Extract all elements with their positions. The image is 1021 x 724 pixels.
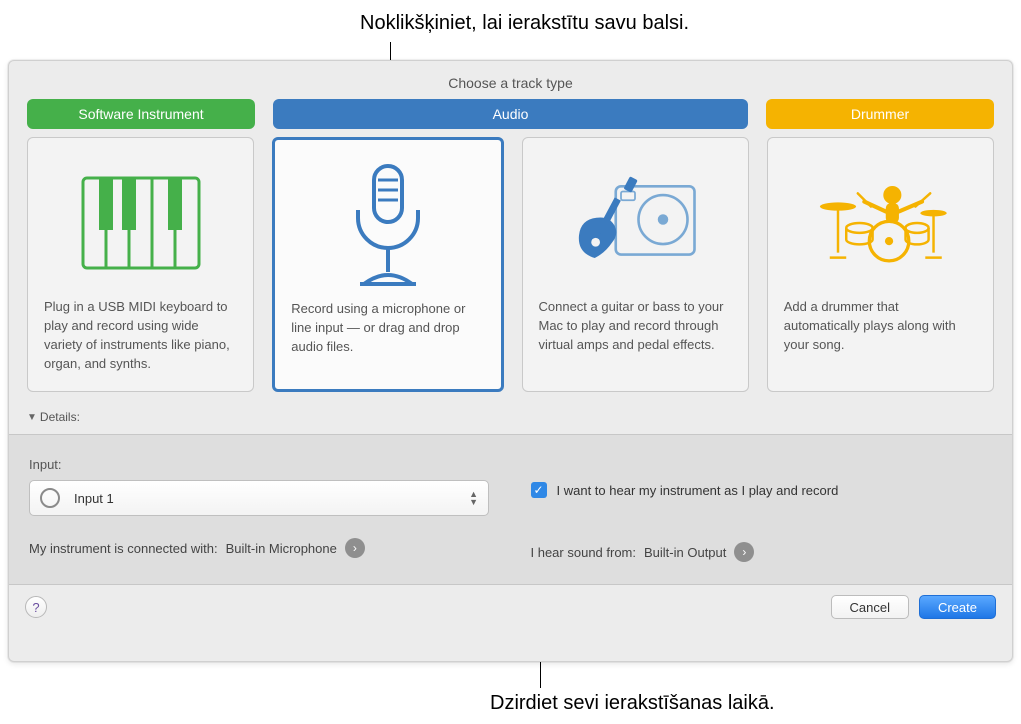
input-label: Input: xyxy=(29,457,491,472)
tab-drummer[interactable]: Drummer xyxy=(766,99,994,129)
monitor-column: ✓ I want to hear my instrument as I play… xyxy=(531,457,993,562)
monitor-checkbox[interactable]: ✓ xyxy=(531,482,547,498)
details-body: Input: Input 1 ▲▼ My instrument is conne… xyxy=(9,434,1012,585)
card-audio-microphone[interactable]: Record using a microphone or line input … xyxy=(272,137,503,392)
output-row: I hear sound from: Built-in Output › xyxy=(531,542,993,562)
create-button[interactable]: Create xyxy=(919,595,996,619)
drummer-icon xyxy=(810,158,950,288)
instrument-connection-row: My instrument is connected with: Built-i… xyxy=(29,538,491,558)
select-arrows-icon: ▲▼ xyxy=(469,490,478,506)
panel-title: Choose a track type xyxy=(9,61,1012,99)
connection-settings-button[interactable]: › xyxy=(345,538,365,558)
cancel-button[interactable]: Cancel xyxy=(831,595,909,619)
card-software-desc: Plug in a USB MIDI keyboard to play and … xyxy=(44,298,237,373)
disclosure-triangle-icon: ▼ xyxy=(27,412,37,423)
output-settings-button[interactable]: › xyxy=(734,542,754,562)
dialog-footer: ? Cancel Create xyxy=(9,585,1012,629)
card-drummer-desc: Add a drummer that automatically plays a… xyxy=(784,298,977,355)
track-type-panel: Choose a track type Software Instrument … xyxy=(8,60,1013,662)
card-mic-desc: Record using a microphone or line input … xyxy=(291,300,484,357)
monitor-checkbox-row[interactable]: ✓ I want to hear my instrument as I play… xyxy=(531,482,993,498)
guitar-amp-icon xyxy=(565,158,705,288)
help-button[interactable]: ? xyxy=(25,596,47,618)
connected-label: My instrument is connected with: xyxy=(29,541,218,556)
input-column: Input: Input 1 ▲▼ My instrument is conne… xyxy=(29,457,491,562)
monitor-label: I want to hear my instrument as I play a… xyxy=(557,483,839,498)
track-type-tabs: Software Instrument Audio Drummer xyxy=(9,99,1012,137)
details-label: Details: xyxy=(40,410,80,424)
input-value: Input 1 xyxy=(74,491,114,506)
tab-software-instrument[interactable]: Software Instrument xyxy=(27,99,255,129)
card-drummer[interactable]: Add a drummer that automatically plays a… xyxy=(767,137,994,392)
track-type-cards: Plug in a USB MIDI keyboard to play and … xyxy=(9,137,1012,406)
input-select[interactable]: Input 1 ▲▼ xyxy=(29,480,489,516)
card-guitar-desc: Connect a guitar or bass to your Mac to … xyxy=(539,298,732,355)
output-value: Built-in Output xyxy=(644,545,726,560)
card-audio-guitar[interactable]: Connect a guitar or bass to your Mac to … xyxy=(522,137,749,392)
annotation-bottom: Dzirdiet sevi ierakstīšanas laikā. xyxy=(490,692,775,715)
details-toggle[interactable]: ▼ Details: xyxy=(9,406,1012,434)
connected-value: Built-in Microphone xyxy=(226,541,337,556)
microphone-icon xyxy=(318,160,458,290)
piano-keys-icon xyxy=(71,158,211,288)
output-label: I hear sound from: xyxy=(531,545,637,560)
card-software-instrument[interactable]: Plug in a USB MIDI keyboard to play and … xyxy=(27,137,254,392)
tab-audio[interactable]: Audio xyxy=(273,99,748,129)
annotation-top: Noklikšķiniet, lai ierakstītu savu balsi… xyxy=(360,12,689,35)
input-channel-icon xyxy=(40,488,60,508)
